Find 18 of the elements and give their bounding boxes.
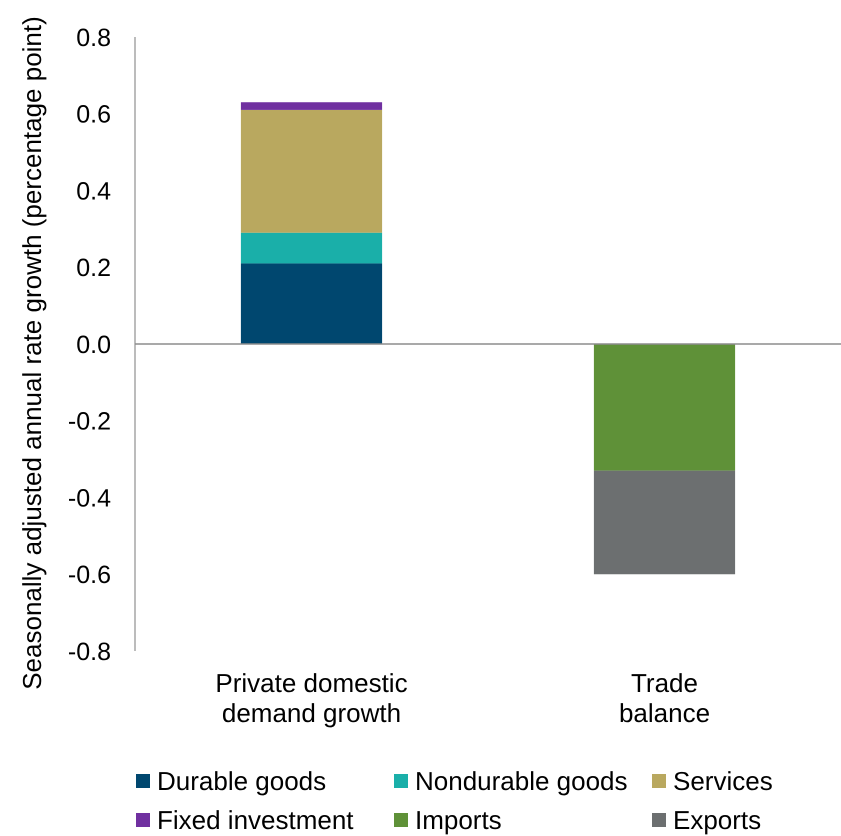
y-tick-label: -0.8 bbox=[68, 638, 111, 666]
y-tick-label: -0.6 bbox=[68, 561, 111, 589]
x-tick-label: Trade balance bbox=[618, 668, 710, 728]
x-tick-label: Private domestic demand growth bbox=[215, 668, 408, 728]
y-tick-label: 0.0 bbox=[76, 330, 111, 359]
y-axis-title: Seasonally adjusted annual rate growth (percentage point) bbox=[17, 16, 47, 690]
y-tick-label: 0.6 bbox=[76, 100, 111, 128]
y-tick-label: 0.4 bbox=[76, 177, 112, 206]
legend-label: Exports bbox=[673, 805, 762, 835]
legend-label: Imports bbox=[415, 805, 502, 835]
y-tick-label: -0.4 bbox=[68, 484, 112, 512]
y-tick-label: 0.8 bbox=[76, 24, 111, 52]
legend-label: Fixed investment bbox=[157, 805, 354, 835]
legend-label: Durable goods bbox=[157, 766, 326, 796]
y-tick-label: -0.2 bbox=[68, 408, 111, 436]
y-tick-label: 0.2 bbox=[76, 254, 111, 282]
legend-label: Services bbox=[673, 766, 773, 796]
legend-label: Nondurable goods bbox=[415, 766, 628, 796]
